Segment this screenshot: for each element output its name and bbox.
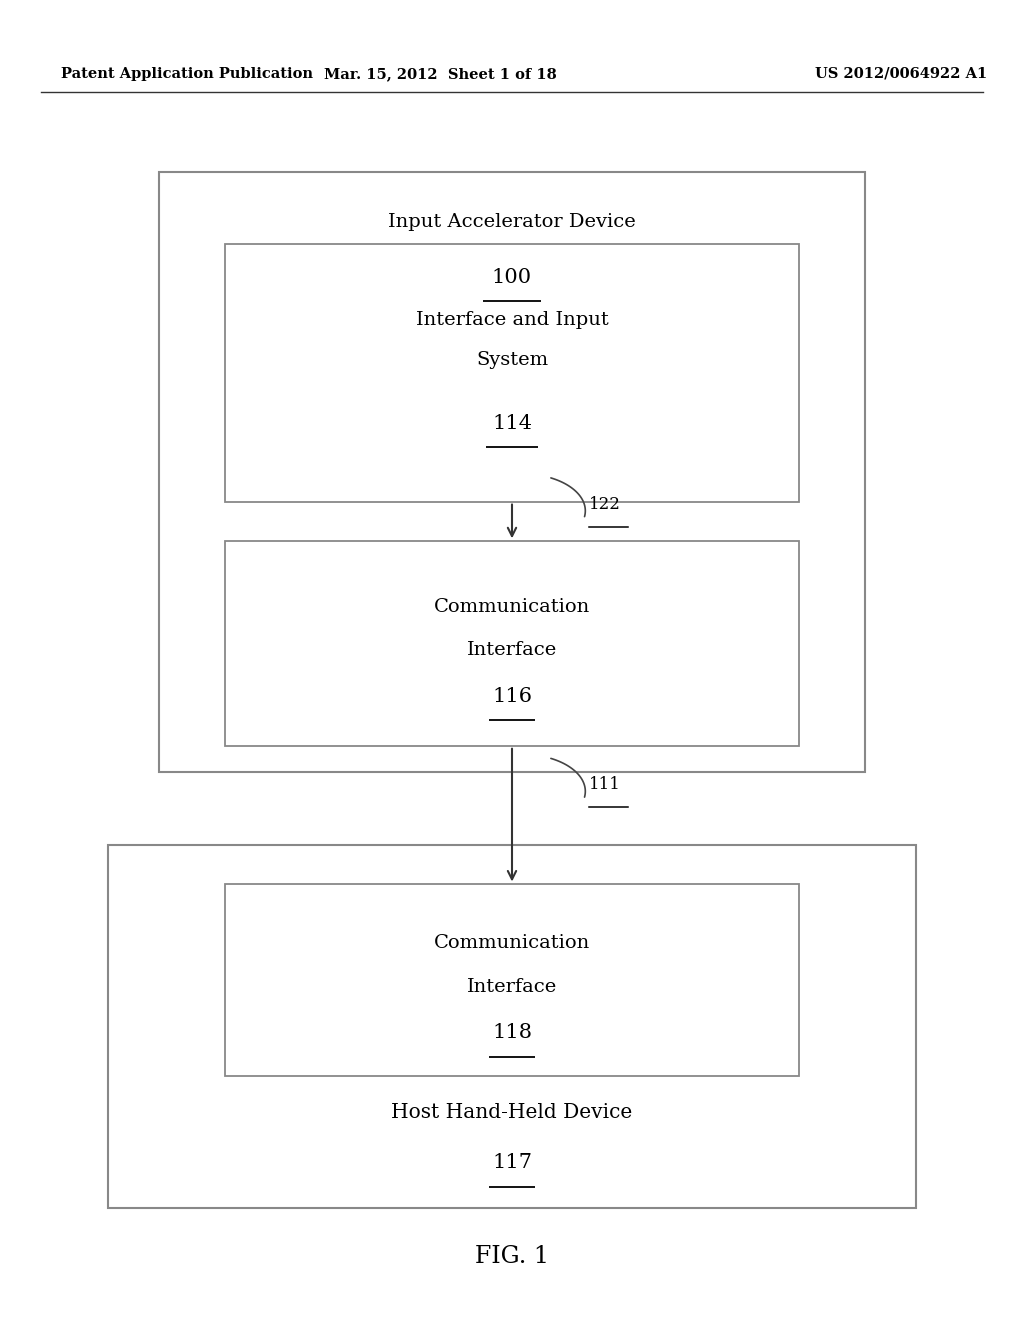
Bar bbox=[225, 244, 799, 502]
Text: Interface: Interface bbox=[467, 642, 557, 659]
Bar bbox=[159, 172, 865, 772]
Text: 118: 118 bbox=[492, 1023, 532, 1043]
Text: Communication: Communication bbox=[434, 598, 590, 615]
Bar bbox=[108, 845, 916, 1208]
Text: Input Accelerator Device: Input Accelerator Device bbox=[388, 213, 636, 231]
Text: 100: 100 bbox=[492, 268, 532, 286]
Text: Interface: Interface bbox=[467, 978, 557, 995]
Bar bbox=[225, 884, 799, 1076]
Text: US 2012/0064922 A1: US 2012/0064922 A1 bbox=[815, 67, 987, 81]
Text: 114: 114 bbox=[492, 413, 532, 433]
Text: 122: 122 bbox=[589, 496, 621, 512]
Text: Patent Application Publication: Patent Application Publication bbox=[61, 67, 313, 81]
Text: Interface and Input: Interface and Input bbox=[416, 312, 608, 329]
Text: 116: 116 bbox=[492, 686, 532, 706]
Text: Communication: Communication bbox=[434, 935, 590, 952]
Text: System: System bbox=[476, 351, 548, 368]
Text: Host Hand-Held Device: Host Hand-Held Device bbox=[391, 1104, 633, 1122]
Text: 117: 117 bbox=[492, 1154, 532, 1172]
Text: FIG. 1: FIG. 1 bbox=[475, 1245, 549, 1269]
Text: 111: 111 bbox=[589, 776, 621, 793]
Text: Mar. 15, 2012  Sheet 1 of 18: Mar. 15, 2012 Sheet 1 of 18 bbox=[324, 67, 557, 81]
Bar bbox=[225, 541, 799, 746]
